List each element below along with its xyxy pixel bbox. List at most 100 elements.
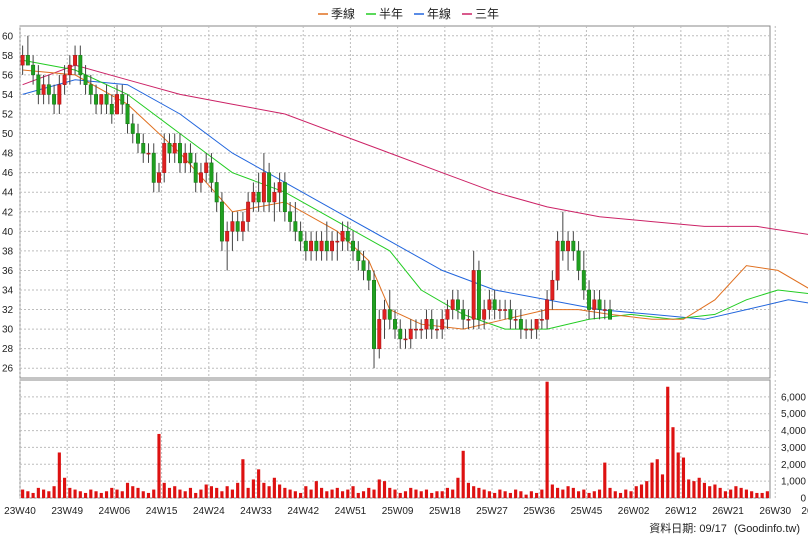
volume-bar bbox=[744, 489, 748, 498]
volume-bar bbox=[89, 489, 93, 498]
volume-bar bbox=[120, 491, 124, 498]
price-tick-label: 56 bbox=[2, 70, 14, 81]
candle bbox=[188, 143, 193, 173]
volume-tick-label: 2,000 bbox=[781, 460, 806, 471]
candle-body-down bbox=[214, 182, 219, 203]
legend-label: 季線 bbox=[331, 6, 355, 21]
candle bbox=[576, 241, 581, 281]
volume-bar bbox=[215, 487, 219, 498]
price-tick-label: 26 bbox=[2, 364, 14, 375]
candle bbox=[146, 143, 151, 163]
volume-bar bbox=[561, 489, 565, 498]
candle-body-up bbox=[555, 240, 560, 281]
candle bbox=[398, 319, 403, 349]
volume-tick-label: 4,000 bbox=[781, 426, 806, 437]
volume-bar bbox=[78, 491, 82, 498]
volume-bar bbox=[246, 487, 250, 498]
volume-bar bbox=[278, 484, 282, 498]
candle bbox=[62, 65, 67, 95]
candle-body-up bbox=[435, 328, 439, 331]
volume-bar bbox=[430, 492, 434, 498]
volume-bar bbox=[650, 462, 654, 498]
candle bbox=[414, 319, 418, 339]
candle bbox=[183, 143, 188, 173]
candle-body-down bbox=[209, 162, 214, 183]
volume-bar bbox=[320, 487, 324, 498]
volume-bar bbox=[524, 494, 528, 498]
volume-bar bbox=[545, 381, 549, 498]
candle-body-up bbox=[62, 74, 67, 85]
x-tick-label: 24W33 bbox=[240, 506, 272, 517]
volume-bar bbox=[398, 492, 402, 498]
candle bbox=[424, 309, 429, 339]
candle-body-down bbox=[109, 103, 114, 115]
volume-bar bbox=[692, 481, 696, 498]
candle bbox=[450, 290, 455, 320]
volume-bar bbox=[314, 481, 318, 498]
candle bbox=[482, 299, 487, 330]
x-tick-label: 23W40 bbox=[4, 506, 36, 517]
volume-bar bbox=[340, 491, 345, 498]
candle-body-down bbox=[219, 201, 224, 242]
candle-body-down bbox=[597, 299, 602, 310]
candle bbox=[435, 319, 439, 339]
ma-three-year-line bbox=[22, 64, 808, 235]
volume-bar bbox=[167, 487, 172, 498]
volume-bar bbox=[209, 486, 214, 498]
volume-bar bbox=[42, 489, 46, 498]
footer-date: 資料日期: 09/17 (Goodinfo.tw) bbox=[649, 521, 800, 535]
candle bbox=[219, 192, 224, 251]
candle-body-up bbox=[529, 328, 534, 331]
volume-bar bbox=[566, 486, 570, 498]
volume-bar bbox=[21, 489, 25, 498]
candle-body-down bbox=[193, 162, 198, 183]
candle bbox=[372, 270, 376, 369]
candle bbox=[109, 94, 114, 124]
legend-item-4: 三年 bbox=[462, 7, 499, 21]
candle-body-down bbox=[461, 309, 466, 320]
price-tick-label: 28 bbox=[2, 344, 14, 355]
candle bbox=[125, 94, 130, 134]
volume-bar bbox=[702, 482, 707, 498]
volume-bar bbox=[608, 487, 612, 498]
price-tick-label: 50 bbox=[2, 129, 14, 140]
candle bbox=[330, 231, 335, 261]
candle-body-down bbox=[52, 94, 57, 105]
candle-body-up bbox=[261, 172, 266, 203]
candle-body-up bbox=[545, 299, 550, 320]
volume-bar bbox=[592, 491, 596, 498]
volume-bar bbox=[435, 491, 439, 498]
volume-bar bbox=[241, 459, 245, 498]
candle-body-up bbox=[534, 319, 539, 330]
volume-tick-label: 1,000 bbox=[781, 477, 806, 488]
candle bbox=[387, 290, 392, 330]
volume-bar bbox=[115, 489, 119, 498]
candle bbox=[267, 162, 272, 212]
volume-bar bbox=[461, 450, 465, 498]
candle bbox=[157, 162, 161, 193]
x-axis: 23W40 23W49 24W06 24W15 24W24 24W33 24W42 24W51… bbox=[4, 506, 808, 517]
volume-tick-label: 0 bbox=[800, 494, 806, 505]
candle-body-up bbox=[440, 319, 445, 330]
volume-bar bbox=[629, 491, 633, 498]
candle-body-down bbox=[141, 143, 146, 154]
volume-bar bbox=[267, 486, 271, 498]
legend-label: 半年 bbox=[379, 7, 403, 21]
candle-body-down bbox=[351, 240, 355, 252]
candle-body-up bbox=[482, 309, 487, 320]
candle bbox=[141, 133, 146, 163]
volume-bar bbox=[666, 386, 670, 498]
volume-bar bbox=[377, 479, 381, 498]
volume-bar bbox=[393, 489, 397, 498]
candle bbox=[256, 172, 261, 212]
price-tick-label: 54 bbox=[2, 90, 14, 101]
volume-bar bbox=[173, 486, 177, 498]
candle-body-up bbox=[73, 55, 78, 66]
volume-bar bbox=[330, 489, 334, 498]
candle bbox=[487, 290, 492, 320]
price-tick-label: 34 bbox=[2, 286, 14, 297]
candle-body-up bbox=[198, 172, 203, 183]
candle-body-up bbox=[240, 221, 245, 232]
candle bbox=[419, 319, 424, 339]
